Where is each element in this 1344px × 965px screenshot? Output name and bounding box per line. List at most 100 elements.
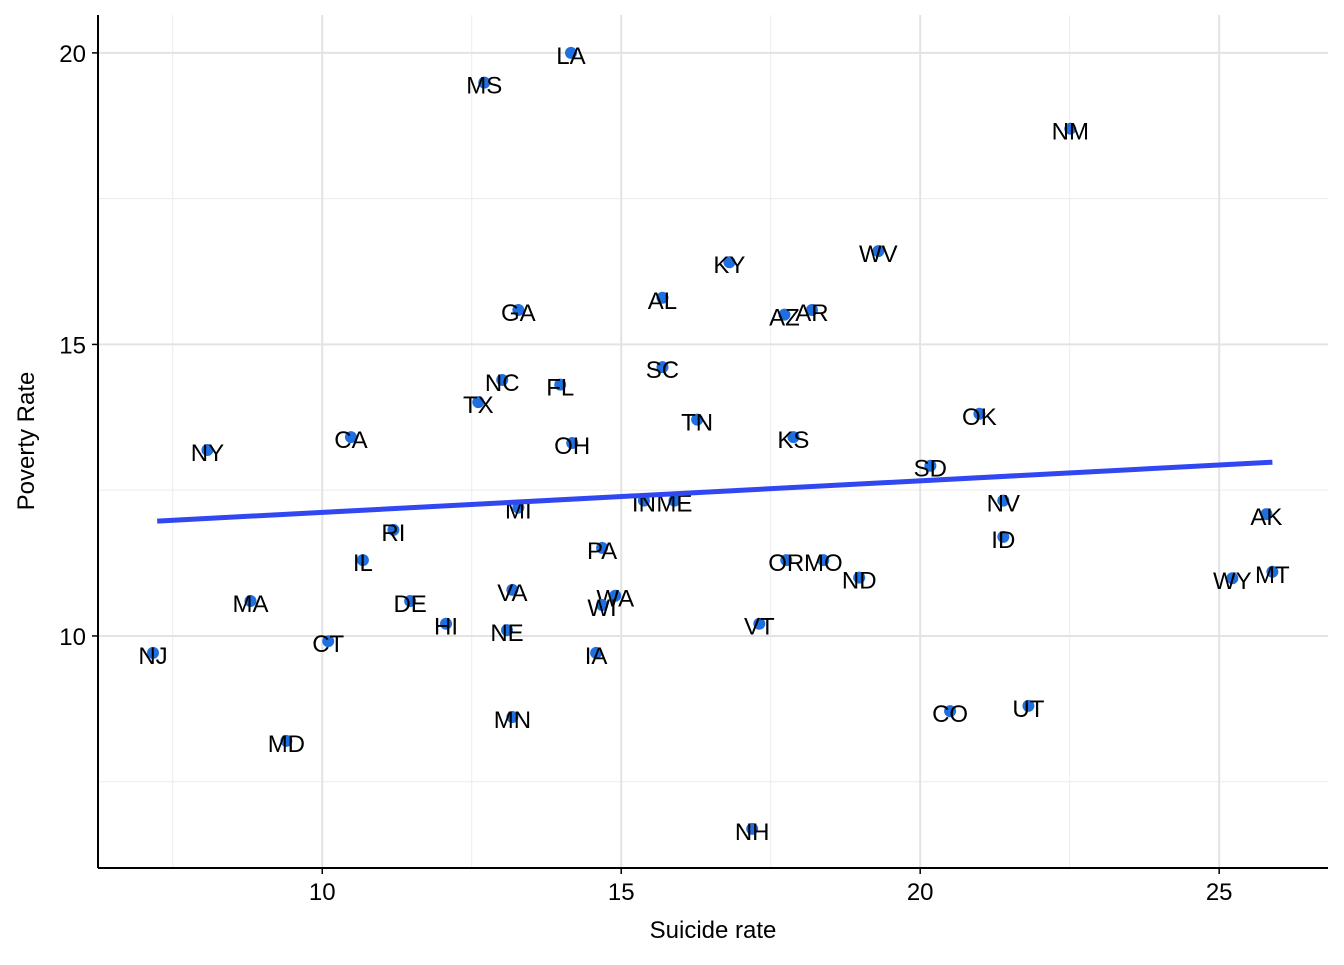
point-label: TX xyxy=(463,392,494,419)
point xyxy=(566,436,579,449)
point xyxy=(609,589,622,602)
point-label: OK xyxy=(962,404,997,431)
trend-line xyxy=(157,459,1273,524)
point xyxy=(147,646,160,659)
point xyxy=(280,734,293,747)
point-label: WV xyxy=(859,241,898,268)
point xyxy=(924,459,937,472)
point xyxy=(997,530,1010,543)
point xyxy=(944,705,957,718)
point xyxy=(787,431,800,444)
point xyxy=(778,308,791,321)
point-label: LA xyxy=(556,43,585,70)
point-label: NE xyxy=(490,620,523,647)
point-label: MN xyxy=(494,707,531,734)
point-label: IL xyxy=(353,550,373,577)
point-label: TN xyxy=(681,410,713,437)
point-label: AR xyxy=(795,300,828,327)
point xyxy=(472,396,485,409)
y-tick-label: 10 xyxy=(59,624,86,651)
point xyxy=(501,624,514,637)
point xyxy=(356,554,369,567)
point-label: NJ xyxy=(138,643,167,670)
point xyxy=(564,46,577,59)
point-label: VT xyxy=(744,614,775,641)
point-label: PA xyxy=(587,538,617,565)
point-label: FL xyxy=(546,375,574,402)
point xyxy=(596,599,609,612)
point xyxy=(872,245,885,258)
point-label: MO xyxy=(804,550,843,577)
point xyxy=(496,373,509,386)
point xyxy=(753,617,766,630)
x-tick-label: 25 xyxy=(1206,879,1233,906)
point xyxy=(1260,508,1273,521)
point-label: NV xyxy=(987,491,1020,518)
point-label: MT xyxy=(1255,562,1290,589)
point xyxy=(404,594,417,607)
point xyxy=(656,361,669,374)
point xyxy=(440,617,453,630)
x-tick-label: 10 xyxy=(309,879,336,906)
point-label: WY xyxy=(1213,568,1252,595)
point-label: MS xyxy=(466,73,502,100)
point-label: OR xyxy=(768,550,804,577)
point xyxy=(997,494,1010,507)
point xyxy=(344,431,357,444)
point-label: AK xyxy=(1250,504,1282,531)
y-tick-label: 15 xyxy=(59,332,86,359)
point xyxy=(1226,572,1239,585)
point-label: CA xyxy=(334,427,367,454)
point-label: AZ xyxy=(769,305,800,332)
point xyxy=(973,407,986,420)
point xyxy=(723,256,736,269)
point xyxy=(817,554,830,567)
point-label: ID xyxy=(991,527,1015,554)
point xyxy=(656,291,669,304)
point xyxy=(512,304,525,317)
point xyxy=(387,523,400,536)
point-label: RI xyxy=(381,520,405,547)
point-label: NY xyxy=(191,440,224,467)
point-label: VA xyxy=(497,580,527,607)
point-label: IA xyxy=(585,643,608,670)
point xyxy=(596,541,609,554)
point-label: NM xyxy=(1052,119,1089,146)
point-label: HI xyxy=(434,614,458,641)
point-label: NH xyxy=(735,819,770,846)
point xyxy=(746,822,759,835)
point xyxy=(506,583,519,596)
y-tick-label: 20 xyxy=(59,41,86,68)
x-tick-label: 15 xyxy=(608,879,635,906)
point xyxy=(322,635,335,648)
point xyxy=(780,554,793,567)
point xyxy=(1022,699,1035,712)
point-label: MA xyxy=(232,591,268,618)
point xyxy=(590,646,603,659)
point xyxy=(506,710,519,723)
point-label: GA xyxy=(501,300,536,327)
y-axis-title: Poverty Rate xyxy=(13,372,40,511)
point xyxy=(805,304,818,317)
point-label: ND xyxy=(842,568,877,595)
point xyxy=(554,378,567,391)
point-label: UT xyxy=(1012,696,1044,723)
point xyxy=(201,443,214,456)
point xyxy=(668,494,681,507)
point-label: CT xyxy=(312,631,344,658)
x-tick-label: 20 xyxy=(907,879,934,906)
point xyxy=(244,594,257,607)
point xyxy=(1266,565,1279,578)
point xyxy=(478,76,491,89)
point-label: KY xyxy=(713,252,745,279)
point-label: KS xyxy=(777,427,809,454)
point-label: OH xyxy=(554,433,590,460)
point-label: CO xyxy=(932,701,968,728)
point-label: DE xyxy=(393,591,426,618)
point-label: NC xyxy=(485,370,520,397)
point xyxy=(691,413,704,426)
point-label: AL xyxy=(648,288,677,315)
point-label: MD xyxy=(268,731,305,758)
point xyxy=(1064,122,1077,135)
